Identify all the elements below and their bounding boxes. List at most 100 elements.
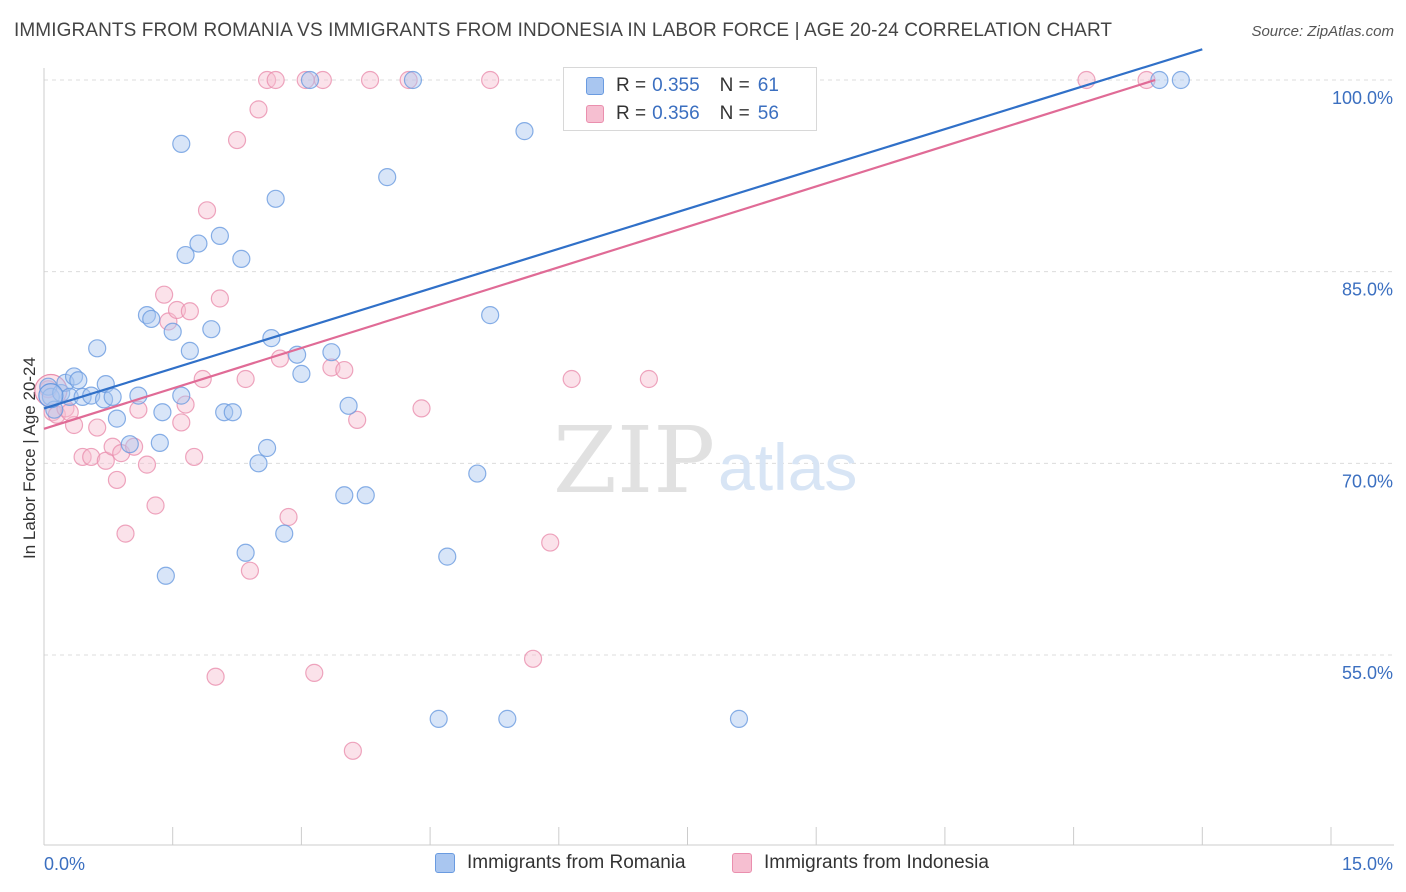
legend-label-romania: Immigrants from Romania — [467, 852, 686, 873]
legend-swatch-indonesia — [586, 105, 604, 123]
indonesia-point — [146, 496, 165, 515]
indonesia-trend-line — [43, 78, 1156, 430]
legend-swatch-romania — [435, 853, 455, 873]
romania-point — [153, 403, 172, 422]
romania-point — [236, 543, 255, 562]
indonesia-point — [180, 302, 199, 321]
romania-point — [223, 403, 242, 422]
indonesia-point — [249, 100, 268, 119]
indonesia-point — [185, 447, 204, 467]
watermark-zip: ZIP — [553, 407, 715, 514]
indonesia-point — [210, 289, 229, 308]
romania-point — [275, 524, 294, 543]
romania-point — [163, 322, 182, 341]
indonesia-point — [176, 395, 195, 414]
legend-n-value-romania: 61 — [757, 75, 779, 96]
indonesia-point — [305, 663, 324, 682]
romania-point — [1150, 70, 1169, 90]
romania-point — [322, 343, 341, 362]
legend-n-value-indonesia: 56 — [757, 103, 779, 124]
indonesia-point — [236, 369, 255, 389]
indonesia-point — [348, 410, 367, 429]
indonesia-point — [360, 70, 380, 90]
romania-point — [107, 409, 127, 428]
y-tick-label: 55.0% — [1342, 663, 1393, 683]
indonesia-point — [523, 649, 543, 668]
indonesia-point — [167, 300, 187, 320]
y-tick-label: 70.0% — [1342, 471, 1393, 491]
series-indonesia — [34, 70, 1156, 760]
romania-point — [156, 566, 175, 585]
romania-point — [142, 309, 161, 329]
indonesia-point — [335, 360, 354, 380]
indonesia-point — [137, 455, 157, 474]
legend-label-indonesia: Immigrants from Indonesia — [764, 852, 989, 873]
romania-point — [468, 464, 487, 483]
indonesia-point — [639, 369, 658, 389]
indonesia-point — [129, 400, 148, 419]
romania-point — [292, 364, 311, 383]
romania-point — [120, 435, 139, 454]
y-tick-label: 100.0% — [1332, 88, 1393, 108]
y-tick-label: 85.0% — [1342, 280, 1393, 300]
series-romania — [38, 70, 1190, 728]
legend-n-label: N = — [719, 75, 750, 96]
romania-point — [429, 709, 448, 728]
indonesia-point — [116, 524, 135, 543]
indonesia-point — [197, 201, 217, 220]
romania-point — [103, 387, 122, 406]
indonesia-point — [172, 413, 191, 432]
legend-r-label: R = — [616, 103, 647, 124]
axes — [43, 68, 1394, 846]
source-credit: Source: ZipAtlas.com — [1251, 23, 1394, 40]
romania-point — [88, 339, 107, 358]
indonesia-point — [107, 470, 127, 490]
indonesia-point — [313, 70, 332, 90]
watermark-atlas: atlas — [718, 430, 857, 504]
romania-point — [69, 371, 88, 390]
romania-point — [176, 245, 195, 265]
romania-point — [300, 70, 320, 90]
indonesia-point — [279, 507, 298, 527]
legend-row-romania: R = 0.355 N = 61 — [586, 74, 779, 98]
romania-point — [378, 168, 397, 187]
romania-point — [438, 547, 457, 566]
romania-point — [266, 189, 285, 208]
romania-point — [1171, 70, 1190, 90]
romania-point — [172, 134, 191, 153]
romania-trend-line — [43, 48, 1203, 410]
romania-point — [257, 438, 277, 458]
legend-swatch-romania — [586, 77, 604, 95]
legend-swatch-indonesia — [732, 853, 752, 873]
romania-point — [515, 122, 534, 141]
indonesia-point — [206, 667, 225, 686]
x-tick-label: 15.0% — [1342, 854, 1393, 874]
romania-point — [210, 226, 229, 245]
indonesia-point — [541, 533, 560, 552]
legend-n-label: N = — [719, 103, 750, 124]
correlation-legend: R = 0.355 N = 61 R = 0.356 N = 56 — [563, 67, 817, 131]
indonesia-point — [343, 741, 362, 760]
romania-point — [202, 320, 221, 339]
romania-point — [335, 486, 354, 505]
indonesia-point — [88, 418, 107, 437]
indonesia-point — [562, 369, 581, 389]
romania-point — [180, 341, 199, 360]
indonesia-point — [240, 561, 260, 580]
romania-point — [339, 396, 358, 415]
legend-item-romania: Immigrants from Romania — [435, 852, 686, 874]
romania-point — [38, 383, 64, 409]
trend-lines — [43, 48, 1203, 430]
romania-point — [403, 70, 423, 90]
romania-point — [189, 234, 208, 253]
watermark: ZIP atlas — [553, 407, 857, 514]
romania-point — [249, 454, 268, 473]
romania-point — [498, 709, 517, 728]
romania-point — [481, 306, 500, 325]
indonesia-point — [155, 285, 174, 304]
indonesia-point — [412, 399, 431, 418]
legend-row-indonesia: R = 0.356 N = 56 — [586, 102, 779, 126]
chart-title: IMMIGRANTS FROM ROMANIA VS IMMIGRANTS FR… — [14, 20, 1113, 41]
romania-point — [150, 433, 169, 452]
